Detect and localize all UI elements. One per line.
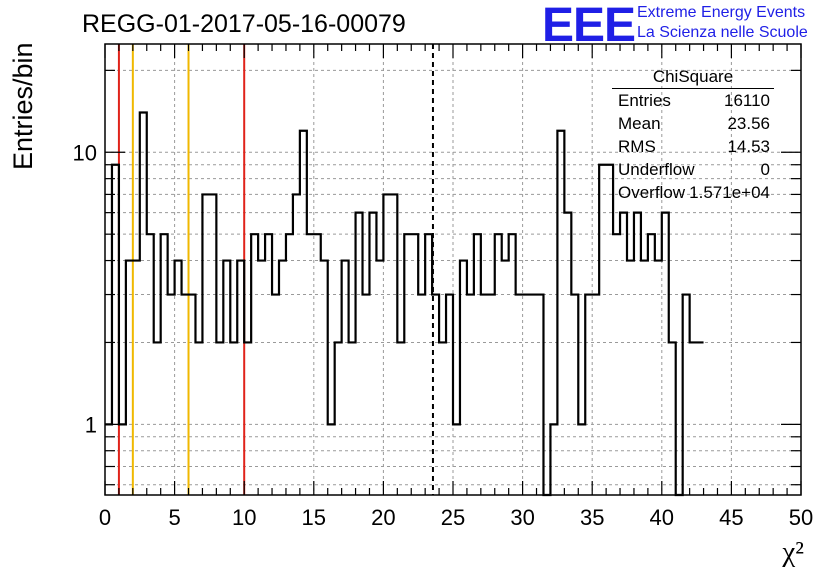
x-tick-label: 10 — [232, 505, 256, 530]
x-tick-label: 5 — [168, 505, 180, 530]
logo-line-2: La Scienza nelle Scuole — [637, 24, 808, 41]
stats-row-entries: Entries 16110 — [612, 89, 774, 112]
stats-label: Underflow — [618, 160, 695, 179]
x-tick-label: 0 — [99, 505, 111, 530]
stats-value: 23.56 — [727, 114, 770, 133]
y-tick-label: 1 — [85, 412, 97, 437]
axis-ticks — [104, 44, 802, 495]
stats-title: ChiSquare — [652, 67, 734, 86]
stats-label: Entries — [618, 91, 671, 110]
stats-value: 16110 — [723, 91, 770, 110]
stats-row-overflow: Overflow 1.571e+04 — [612, 181, 774, 204]
stats-box: ChiSquare Entries 16110 Mean 23.56 RMS 1… — [612, 66, 774, 204]
x-tick-label: 35 — [580, 505, 604, 530]
stats-value: 0 — [760, 160, 770, 179]
x-axis-label: χ² — [782, 536, 804, 568]
stats-divider — [612, 88, 774, 89]
x-tick-label: 20 — [371, 505, 395, 530]
tick-labels: 0 5 10 15 20 25 30 35 40 45 50 1 10 — [73, 140, 814, 530]
y-axis-label: Entries/bin — [8, 42, 38, 170]
x-tick-label: 15 — [302, 505, 326, 530]
plot-title: REGG-01-2017-05-16-00079 — [82, 10, 406, 38]
y-tick-label: 10 — [73, 140, 97, 165]
x-tick-label: 45 — [719, 505, 743, 530]
stats-label: RMS — [618, 137, 656, 156]
x-tick-label: 25 — [441, 505, 465, 530]
stats-row-rms: RMS 14.53 — [612, 135, 774, 158]
histogram-series — [105, 111, 704, 497]
logo-line-1: Extreme Energy Events — [637, 4, 806, 21]
stats-label: Mean — [618, 114, 661, 133]
x-tick-label: 50 — [789, 505, 813, 530]
stats-row-mean: Mean 23.56 — [612, 112, 774, 135]
stats-value: 1.571e+04 — [689, 183, 770, 202]
stats-label: Overflow — [618, 183, 686, 202]
x-tick-label: 40 — [650, 505, 674, 530]
x-tick-label: 30 — [510, 505, 534, 530]
stats-value: 14.53 — [727, 137, 770, 156]
stats-row-underflow: Underflow 0 — [612, 158, 774, 181]
eee-logo: EEE — [542, 0, 636, 52]
marker-lines — [117, 44, 434, 495]
